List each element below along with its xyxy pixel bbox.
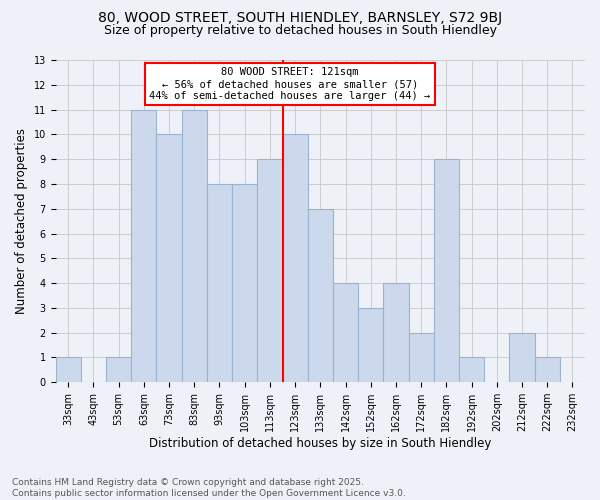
Bar [383,283,409,382]
Bar [409,332,434,382]
Bar [535,358,560,382]
Bar [157,134,182,382]
Bar [358,308,383,382]
Bar [207,184,232,382]
Y-axis label: Number of detached properties: Number of detached properties [15,128,28,314]
Bar [106,358,131,382]
Text: Contains HM Land Registry data © Crown copyright and database right 2025.
Contai: Contains HM Land Registry data © Crown c… [12,478,406,498]
X-axis label: Distribution of detached houses by size in South Hiendley: Distribution of detached houses by size … [149,437,491,450]
Bar [333,283,358,382]
Bar [131,110,157,382]
Bar [434,159,459,382]
Bar [182,110,207,382]
Bar [509,332,535,382]
Bar [56,358,81,382]
Bar [308,208,333,382]
Bar [257,159,283,382]
Bar [232,184,257,382]
Bar [283,134,308,382]
Text: Size of property relative to detached houses in South Hiendley: Size of property relative to detached ho… [104,24,497,37]
Bar [459,358,484,382]
Text: 80, WOOD STREET, SOUTH HIENDLEY, BARNSLEY, S72 9BJ: 80, WOOD STREET, SOUTH HIENDLEY, BARNSLE… [98,11,502,25]
Text: 80 WOOD STREET: 121sqm
← 56% of detached houses are smaller (57)
44% of semi-det: 80 WOOD STREET: 121sqm ← 56% of detached… [149,68,431,100]
